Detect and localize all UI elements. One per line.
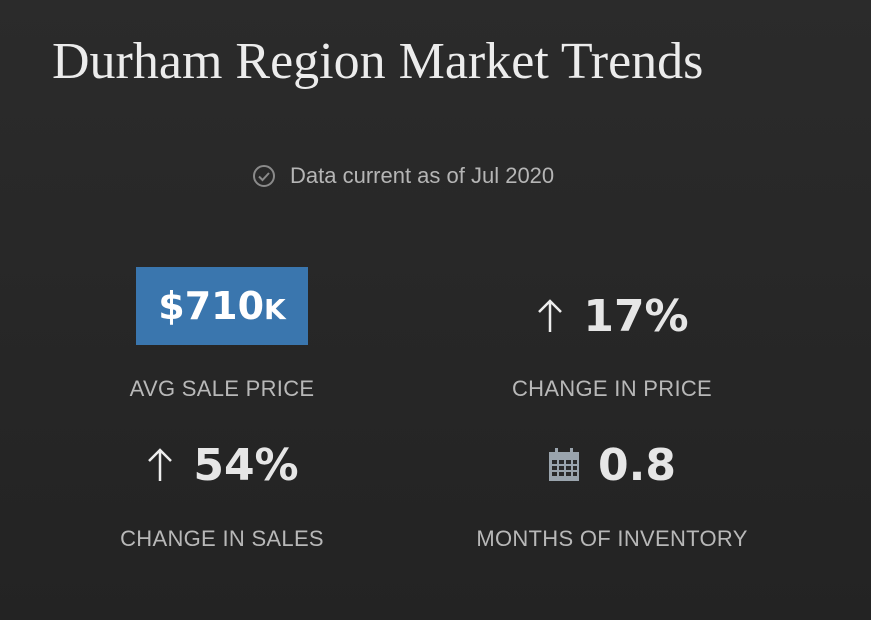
calendar-icon [549,448,580,481]
stat-value: 0.8 [598,439,676,491]
subtitle-row: Data current as of Jul 2020 [252,160,554,192]
stat: 0.8 [417,435,807,495]
stat: 54% [27,435,417,495]
avg-price-box: $710 K [136,267,308,345]
stat-value: $710 [158,284,265,328]
up-arrow [538,299,563,332]
stat-value: 17% [583,290,689,342]
stat-value: 54% [193,439,299,491]
stat: 17% [417,286,807,346]
stat-label: CHANGE IN PRICE [511,376,713,401]
up-arrow [148,448,173,481]
subtitle: Data current as of Jul 2020 [290,163,555,188]
stat-label: CHANGE IN SALES [120,526,324,551]
title: Durham Region Market Trends [52,33,704,90]
stat-label: AVG SALE PRICE [129,376,315,401]
check-icon [253,165,275,187]
stat-unit: K [264,292,286,326]
stat-label: MONTHS OF INVENTORY [476,526,748,551]
